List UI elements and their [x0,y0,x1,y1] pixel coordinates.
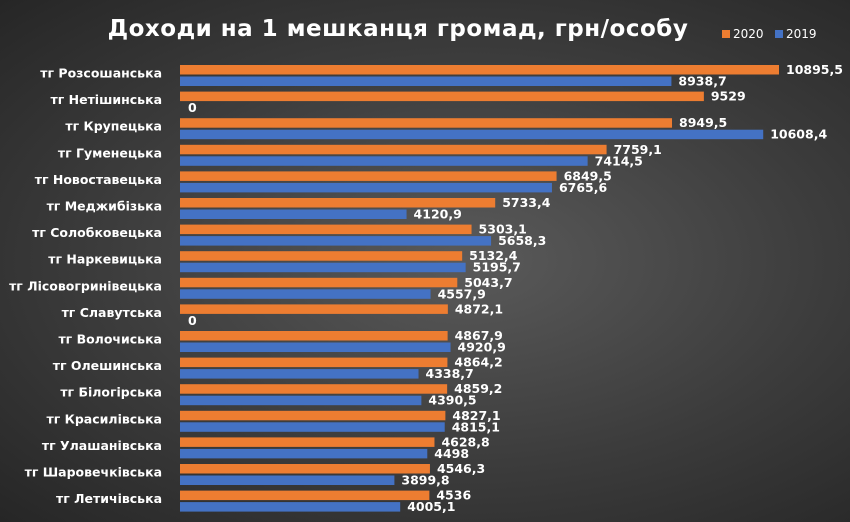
bar-2020 [180,331,448,341]
legend-swatch-2019 [775,30,783,38]
bar-2020 [180,198,496,208]
bar-2019 [180,209,407,219]
bar-2020 [180,304,448,314]
value-label-2019: 5195,7 [473,260,521,275]
category-label: тг Олешинська [53,358,162,373]
category-label: тг Летичівська [56,491,162,506]
value-label-2020: 4867,9 [455,328,503,343]
value-label-2020: 5303,1 [479,222,527,237]
value-label-2019: 4557,9 [438,286,486,301]
value-label-2020: 4864,2 [454,355,502,370]
bar-2020 [180,251,463,261]
bar-2020 [180,357,448,368]
value-label-2019: 3899,8 [401,473,449,488]
category-labels-group: тг Розсошанська тг Нетішинська тг Крупецьк… [9,66,162,507]
bar-2019 [180,395,422,406]
value-label-2020: 5043,7 [464,275,512,290]
bar-2019 [180,262,466,273]
category-label: тг Меджибізька [47,199,162,214]
value-label-2019: 10608,4 [770,127,827,142]
bar-2019 [180,289,431,299]
category-label: тг Лісовогринівецька [9,278,162,293]
value-label-2019: 0 [188,313,197,328]
category-label: тг Крупецька [65,119,162,134]
category-label: тг Розсошанська [40,66,162,81]
bar-2020 [180,224,472,235]
category-label: тг Нетішинська [51,92,163,107]
category-label: тг Солобковецька [32,225,162,240]
bar-2020 [180,410,446,421]
value-label-2019: 6765,6 [559,180,608,195]
bar-2020 [180,490,430,501]
bar-2019 [180,369,419,379]
value-label-2019: 8938,7 [678,74,726,89]
value-label-2020: 4546,3 [437,461,485,476]
category-label: тг Улашанівська [42,438,162,453]
bar-2019 [180,182,552,193]
value-label-2020: 4859,2 [454,381,502,396]
bar-2019 [180,76,672,86]
category-label: тг Гуменецька [58,145,162,160]
category-label: тг Наркевицька [48,252,162,267]
value-label-2019: 4120,9 [414,207,462,222]
bar-2020 [180,91,704,102]
bar-2020 [180,65,779,75]
category-label: тг Білогірська [60,385,162,400]
legend-swatch-2020 [722,30,730,38]
value-label-2020: 6849,5 [564,168,612,183]
value-label-2019: 7414,5 [595,153,643,168]
bars-group [180,65,779,512]
bar-2020 [180,437,435,447]
category-label: тг Красилівська [47,411,162,426]
bar-2020 [180,277,458,288]
value-label-2020: 5132,4 [469,248,518,263]
value-label-2020: 10895,5 [786,62,843,77]
value-label-2020: 5733,4 [502,195,551,210]
value-label-2019: 4005,1 [407,499,455,514]
value-label-2019: 4390,5 [428,393,476,408]
category-label: тг Шаровечківська [25,465,162,480]
bar-2020 [180,144,607,155]
value-label-2020: 9529 [711,89,746,104]
bar-2019 [180,156,588,166]
value-label-2020: 8949,5 [679,115,727,130]
legend: 2020 2019 [722,27,817,41]
value-label-2019: 5658,3 [498,233,546,248]
value-label-2019: 4920,9 [458,340,506,355]
value-label-2020: 4827,1 [452,408,500,423]
value-label-2020: 4536 [436,488,471,503]
bar-2020 [180,384,448,394]
bar-2020 [180,118,673,128]
bar-2020 [180,464,430,474]
category-label: тг Волочиська [58,332,162,347]
value-label-2019: 4338,7 [426,366,474,381]
value-label-2019: 4498 [434,446,469,461]
bar-2019 [180,448,428,459]
bar-2019 [180,342,451,352]
value-label-2020: 4872,1 [455,301,503,316]
value-label-2019: 0 [188,100,197,115]
chart-title: Доходи на 1 мешканця громад, грн/особу [108,16,689,42]
bar-2020 [180,171,557,181]
bar-2019 [180,422,445,432]
bar-2019 [180,236,492,246]
bar-2019 [180,502,401,512]
bar-2019 [180,475,395,485]
legend-label-2019: 2019 [786,27,817,41]
value-label-2019: 4815,1 [452,419,500,434]
legend-label-2020: 2020 [733,27,764,41]
bar-2019 [180,129,764,140]
value-label-2020: 7759,1 [614,142,662,157]
category-label: тг Славутська [62,305,162,320]
category-label: тг Новоставецька [35,172,162,187]
value-label-2020: 4628,8 [441,434,489,449]
